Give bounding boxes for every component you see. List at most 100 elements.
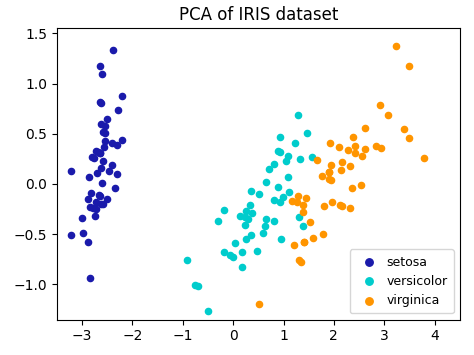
setosa bbox=[99, 130, 107, 135]
virginica bbox=[325, 169, 333, 175]
versicolor bbox=[299, 223, 307, 229]
setosa bbox=[115, 107, 122, 113]
setosa bbox=[101, 131, 109, 136]
setosa bbox=[97, 201, 104, 207]
setosa bbox=[108, 162, 116, 168]
versicolor bbox=[232, 240, 239, 245]
virginica bbox=[300, 209, 307, 215]
versicolor bbox=[276, 134, 283, 140]
setosa bbox=[67, 168, 75, 174]
setosa bbox=[103, 116, 111, 122]
versicolor bbox=[308, 154, 315, 160]
versicolor bbox=[242, 208, 249, 214]
setosa bbox=[92, 199, 100, 204]
versicolor bbox=[220, 250, 228, 255]
virginica bbox=[299, 202, 307, 207]
setosa bbox=[108, 140, 116, 146]
versicolor bbox=[246, 202, 254, 208]
virginica bbox=[420, 155, 428, 161]
versicolor bbox=[277, 236, 284, 241]
versicolor bbox=[285, 190, 293, 195]
versicolor bbox=[284, 174, 292, 179]
setosa bbox=[98, 180, 105, 185]
virginica bbox=[319, 231, 327, 237]
versicolor bbox=[279, 194, 287, 200]
virginica bbox=[405, 63, 412, 69]
virginica bbox=[350, 135, 357, 140]
virginica bbox=[406, 135, 413, 141]
versicolor bbox=[184, 257, 191, 263]
virginica bbox=[377, 146, 384, 151]
versicolor bbox=[241, 222, 248, 228]
setosa bbox=[86, 204, 94, 210]
virginica bbox=[297, 259, 305, 265]
setosa bbox=[97, 121, 105, 127]
virginica bbox=[338, 203, 346, 209]
virginica bbox=[361, 125, 369, 131]
virginica bbox=[384, 112, 392, 118]
versicolor bbox=[263, 217, 270, 222]
setosa bbox=[95, 192, 102, 198]
setosa bbox=[113, 142, 120, 148]
versicolor bbox=[265, 166, 273, 172]
setosa bbox=[100, 144, 108, 150]
virginica bbox=[346, 163, 354, 168]
virginica bbox=[328, 199, 336, 205]
virginica bbox=[306, 219, 314, 224]
setosa bbox=[99, 158, 107, 164]
virginica bbox=[255, 301, 263, 307]
virginica bbox=[294, 193, 302, 198]
virginica bbox=[313, 157, 320, 163]
versicolor bbox=[255, 192, 263, 197]
virginica bbox=[318, 173, 326, 179]
virginica bbox=[320, 203, 328, 208]
versicolor bbox=[291, 140, 299, 146]
versicolor bbox=[275, 148, 283, 154]
versicolor bbox=[241, 215, 249, 220]
virginica bbox=[358, 153, 366, 159]
versicolor bbox=[238, 264, 246, 270]
setosa bbox=[78, 215, 86, 221]
virginica bbox=[325, 169, 333, 175]
setosa bbox=[96, 99, 103, 105]
versicolor bbox=[194, 283, 201, 288]
versicolor bbox=[236, 213, 244, 218]
setosa bbox=[99, 71, 106, 77]
setosa bbox=[118, 137, 126, 143]
setosa bbox=[97, 165, 105, 170]
setosa bbox=[118, 93, 126, 99]
versicolor bbox=[220, 207, 228, 212]
setosa bbox=[89, 205, 97, 211]
versicolor bbox=[229, 254, 237, 260]
setosa bbox=[103, 196, 111, 202]
Title: PCA of IRIS dataset: PCA of IRIS dataset bbox=[179, 6, 338, 24]
versicolor bbox=[204, 308, 211, 314]
setosa bbox=[99, 202, 107, 207]
virginica bbox=[301, 239, 308, 245]
virginica bbox=[302, 196, 310, 201]
versicolor bbox=[296, 157, 304, 162]
setosa bbox=[92, 148, 100, 154]
versicolor bbox=[191, 282, 199, 288]
versicolor bbox=[226, 252, 234, 258]
virginica bbox=[290, 242, 297, 248]
virginica bbox=[337, 167, 345, 173]
virginica bbox=[351, 151, 359, 156]
versicolor bbox=[284, 153, 292, 158]
setosa bbox=[85, 174, 92, 180]
setosa bbox=[67, 233, 74, 238]
versicolor bbox=[247, 188, 255, 194]
virginica bbox=[326, 140, 334, 146]
setosa bbox=[90, 155, 98, 160]
setosa bbox=[97, 100, 105, 105]
virginica bbox=[401, 126, 408, 132]
virginica bbox=[346, 206, 354, 211]
setosa bbox=[91, 213, 99, 219]
versicolor bbox=[253, 248, 260, 254]
setosa bbox=[101, 123, 109, 129]
setosa bbox=[111, 185, 118, 191]
virginica bbox=[328, 177, 335, 182]
virginica bbox=[337, 202, 344, 208]
virginica bbox=[327, 162, 335, 168]
versicolor bbox=[276, 149, 284, 155]
